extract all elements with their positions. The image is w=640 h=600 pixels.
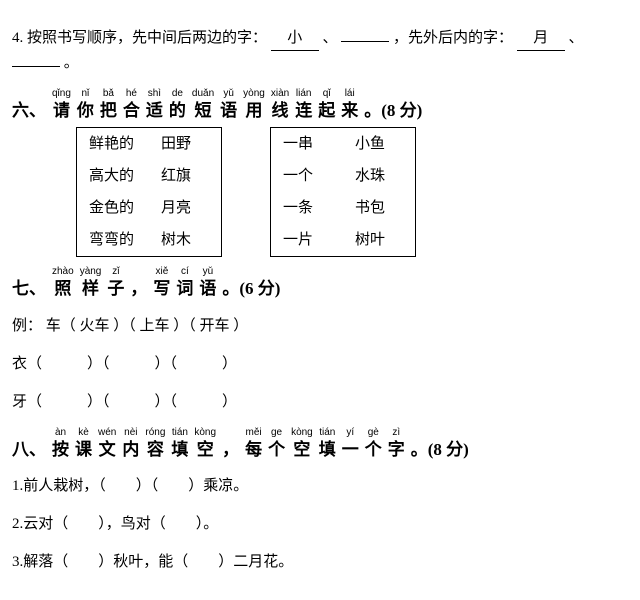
match-left[interactable]: 弯弯的 xyxy=(89,228,161,252)
item-num: 2. xyxy=(12,516,23,532)
heading-char: 一 xyxy=(342,440,359,460)
match-left[interactable]: 高大的 xyxy=(89,164,161,188)
heading-char: 个 xyxy=(268,440,285,460)
q4-blank1[interactable]: 小 xyxy=(271,26,319,51)
sec6-tail: 。(8 分) xyxy=(364,101,422,121)
q4-num: 4. xyxy=(12,30,23,46)
match-box-2: 一串小鱼一个水珠一条书包一片树叶 xyxy=(270,127,416,257)
q4-blank2b[interactable] xyxy=(12,51,60,67)
heading-char: 子 xyxy=(107,279,124,299)
sec6-heading: 六、 qǐng请nǐ你bǎ把hé合shì适de的duǎn短yǔ语yòng用xià… xyxy=(12,89,620,121)
heading-char: 空 xyxy=(197,440,214,460)
heading-char: 填 xyxy=(171,440,188,460)
heading-char: 线 xyxy=(272,101,289,121)
q4-text1: 按照书写顺序，先中间后两边的字： xyxy=(27,30,267,46)
heading-char: ， xyxy=(130,279,147,299)
match-row: 金色的月亮 xyxy=(77,192,221,224)
example-label: 例： xyxy=(12,318,42,334)
sec7-example: 例： 车（ 火车 ）（ 上车 ）（ 开车 ） xyxy=(12,314,620,338)
heading-char: 请 xyxy=(53,101,70,121)
heading-char: 空 xyxy=(293,440,310,460)
heading-char: 样 xyxy=(82,279,99,299)
item-text[interactable]: 前人栽树，（ ）（ ）乘凉。 xyxy=(23,478,248,494)
match-left[interactable]: 一条 xyxy=(283,196,355,220)
heading-char: 合 xyxy=(123,101,140,121)
sec6-boxes: 鲜艳的田野高大的红旗金色的月亮弯弯的树木 一串小鱼一个水珠一条书包一片树叶 xyxy=(76,127,620,257)
q4-text2: ，先外后内的字： xyxy=(393,30,513,46)
match-right[interactable]: 书包 xyxy=(355,196,403,220)
heading-char: 写 xyxy=(153,279,170,299)
item-text[interactable]: 解落（ ）秋叶，能（ ）二月花。 xyxy=(23,554,293,570)
item-num: 3. xyxy=(12,554,23,570)
item-num: 1. xyxy=(12,478,23,494)
q4-line: 4. 按照书写顺序，先中间后两边的字： 小 、 ，先外后内的字： 月 、 。 xyxy=(12,26,620,75)
item-text[interactable]: 云对（ ），鸟对（ ）。 xyxy=(23,516,218,532)
match-right[interactable]: 红旗 xyxy=(161,164,209,188)
sec7-row-1[interactable]: 牙（ ）（ ）（ ） xyxy=(12,390,620,414)
sec6-num: 六、 xyxy=(12,101,46,121)
sec7-num: 七、 xyxy=(12,279,46,299)
match-box-1: 鲜艳的田野高大的红旗金色的月亮弯弯的树木 xyxy=(76,127,222,257)
match-left[interactable]: 一个 xyxy=(283,164,355,188)
match-row: 高大的红旗 xyxy=(77,160,221,192)
heading-char: 文 xyxy=(99,440,116,460)
heading-char: 连 xyxy=(295,101,312,121)
heading-char: 把 xyxy=(100,101,117,121)
heading-char: 按 xyxy=(52,440,69,460)
q4-sep2: 、 xyxy=(569,30,584,46)
heading-char: 语 xyxy=(199,279,216,299)
match-left[interactable]: 金色的 xyxy=(89,196,161,220)
q4-blank2[interactable]: 月 xyxy=(517,26,565,51)
heading-char: 照 xyxy=(54,279,71,299)
sec8-tail: 。(8 分) xyxy=(411,440,469,460)
sec7-row-0[interactable]: 衣（ ）（ ）（ ） xyxy=(12,352,620,376)
match-right[interactable]: 小鱼 xyxy=(355,132,403,156)
heading-char: 适 xyxy=(146,101,163,121)
sec8-heading: 八、 àn按kè课wén文nèi内róng容tián填kòng空，měi每ge个… xyxy=(12,428,620,460)
sec7-heading: 七、 zhào照yàng样zǐ子，xiě写cí词yǔ语 。(6 分) xyxy=(12,267,620,299)
q4-period: 。 xyxy=(64,55,79,71)
q4-blank1b[interactable] xyxy=(341,26,389,42)
sec8-item-0: 1.前人栽树，（ ）（ ）乘凉。 xyxy=(12,474,620,498)
match-row: 一片树叶 xyxy=(271,224,415,256)
match-right[interactable]: 树木 xyxy=(161,228,209,252)
sec8-item-2: 3.解落（ ）秋叶，能（ ）二月花。 xyxy=(12,550,620,574)
heading-char: 用 xyxy=(246,101,263,121)
example-text: 车（ 火车 ）（ 上车 ）（ 开车 ） xyxy=(46,318,249,334)
heading-char: 填 xyxy=(319,440,336,460)
match-row: 一条书包 xyxy=(271,192,415,224)
heading-char: 每 xyxy=(245,440,262,460)
sec8-item-1: 2.云对（ ），鸟对（ ）。 xyxy=(12,512,620,536)
heading-char: 容 xyxy=(147,440,164,460)
sec7-tail: 。(6 分) xyxy=(222,279,280,299)
heading-char: 字 xyxy=(388,440,405,460)
heading-char: 来 xyxy=(341,101,358,121)
match-row: 鲜艳的田野 xyxy=(77,128,221,160)
match-right[interactable]: 树叶 xyxy=(355,228,403,252)
heading-char: 课 xyxy=(75,440,92,460)
match-right[interactable]: 月亮 xyxy=(161,196,209,220)
heading-char: 个 xyxy=(365,440,382,460)
heading-char: 短 xyxy=(195,101,212,121)
match-left[interactable]: 一串 xyxy=(283,132,355,156)
match-left[interactable]: 鲜艳的 xyxy=(89,132,161,156)
q4-sep1: 、 xyxy=(323,30,338,46)
match-right[interactable]: 水珠 xyxy=(355,164,403,188)
heading-char: 词 xyxy=(176,279,193,299)
heading-char: 的 xyxy=(169,101,186,121)
heading-char: 你 xyxy=(77,101,94,121)
match-left[interactable]: 一片 xyxy=(283,228,355,252)
match-right[interactable]: 田野 xyxy=(161,132,209,156)
match-row: 弯弯的树木 xyxy=(77,224,221,256)
heading-char: 起 xyxy=(318,101,335,121)
heading-char: ， xyxy=(222,440,239,460)
sec8-num: 八、 xyxy=(12,440,46,460)
match-row: 一个水珠 xyxy=(271,160,415,192)
heading-char: 语 xyxy=(220,101,237,121)
heading-char: 内 xyxy=(122,440,139,460)
match-row: 一串小鱼 xyxy=(271,128,415,160)
